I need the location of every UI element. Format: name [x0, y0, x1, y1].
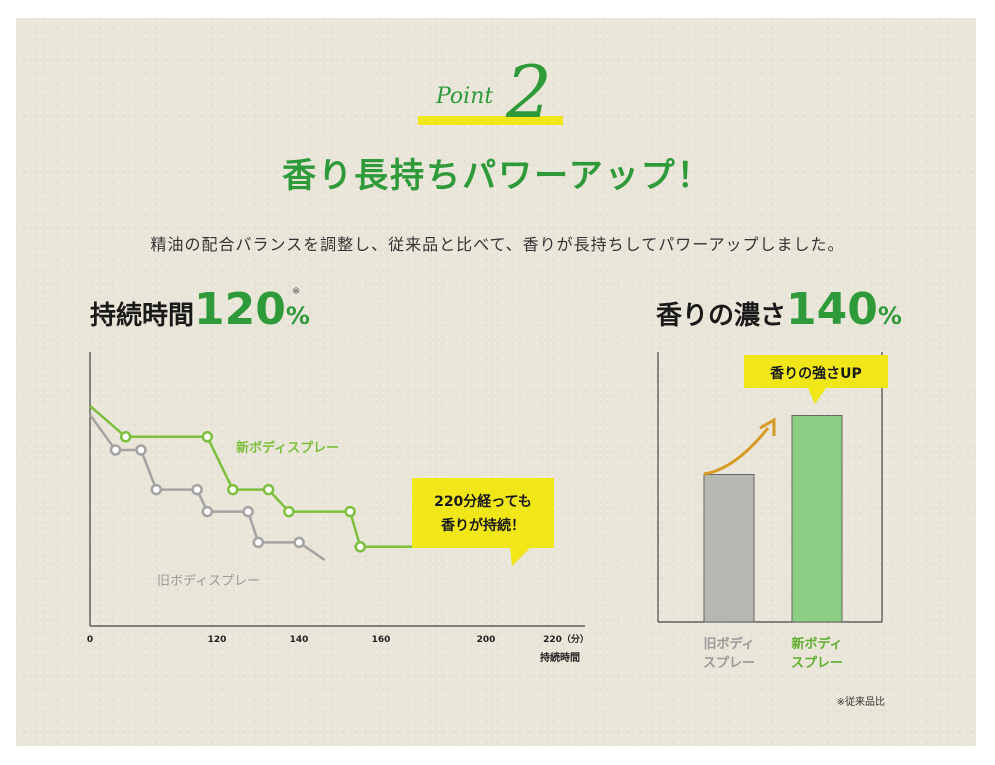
x-tick-label: 0	[87, 635, 93, 645]
x-tick-label: 140	[290, 635, 309, 645]
x-tick-label: 120	[208, 635, 227, 645]
x-tick-label: 220（分）	[543, 633, 589, 645]
bar-0	[703, 474, 755, 623]
duration-callout-line2: 香りが持続！	[440, 517, 525, 534]
intensity-callout: 香りの強さUP	[744, 355, 888, 404]
duration-note-mark: ※	[291, 286, 301, 297]
point-highlight-bar	[418, 116, 563, 125]
growth-arrow-head-icon	[759, 417, 776, 436]
intensity-callout-box	[744, 355, 888, 388]
line-chart-xlabel: 持続時間	[540, 651, 580, 664]
series-point-0-1	[119, 431, 132, 443]
intensity-unit: %	[877, 302, 902, 330]
point-word: Point	[436, 84, 494, 109]
intensity-value: 140	[786, 284, 878, 335]
bar-category-label: スプレー	[791, 656, 843, 671]
series-point-1-6	[242, 505, 254, 518]
bar-category-label: 新ボディ	[791, 636, 842, 652]
comparison-note: ※従来品比	[836, 697, 885, 708]
duration-callout-tail	[510, 548, 530, 566]
series-point-0-2	[201, 431, 214, 443]
series-point-1-3	[150, 483, 163, 496]
series-point-1-7	[252, 536, 265, 549]
bar-category-label: 旧ボディ	[703, 636, 754, 652]
growth-arrow-icon	[703, 427, 770, 476]
series-point-1-1	[109, 444, 122, 456]
series-point-0-7	[354, 541, 367, 553]
duration-value: 120	[194, 284, 286, 335]
subtext: 精油の配合バランスを調整し、従来品と比べて、香りが長持ちしてパワーアップしました…	[150, 235, 845, 254]
intensity-heading: 香りの濃さ140%	[656, 284, 902, 335]
duration-heading: 持続時間120% ※	[90, 284, 318, 335]
bar-category-label: スプレー	[703, 656, 755, 671]
point-number: 2	[506, 50, 552, 134]
duration-unit: %	[285, 302, 310, 330]
x-tick-label: 160	[372, 635, 391, 645]
series-point-0-6	[344, 505, 356, 518]
bar-1	[791, 415, 843, 623]
series-point-0-3	[227, 483, 239, 496]
series-point-1-5	[201, 505, 214, 518]
intensity-label: 香りの濃さ	[656, 301, 787, 331]
series-label-new: 新ボディスプレー	[236, 440, 339, 456]
series-point-0-4	[262, 483, 275, 496]
x-tick-label: 200	[477, 635, 496, 645]
headline: 香り長持ちパワーアップ！	[282, 156, 713, 196]
series-label-old: 旧ボディスプレー	[157, 573, 260, 589]
series-point-0-5	[283, 505, 295, 518]
duration-label: 持続時間	[90, 301, 195, 331]
series-point-1-2	[135, 444, 147, 456]
series-point-1-8	[293, 536, 305, 549]
duration-callout: 220分経っても 香りが持続！	[412, 478, 554, 566]
series-point-1-4	[191, 483, 203, 496]
intensity-callout-text: 香りの強さUP	[769, 365, 862, 382]
duration-callout-line1: 220分経っても	[434, 493, 532, 510]
duration-callout-box	[412, 478, 554, 548]
series-line-1	[88, 414, 326, 562]
intensity-callout-tail	[808, 388, 826, 404]
